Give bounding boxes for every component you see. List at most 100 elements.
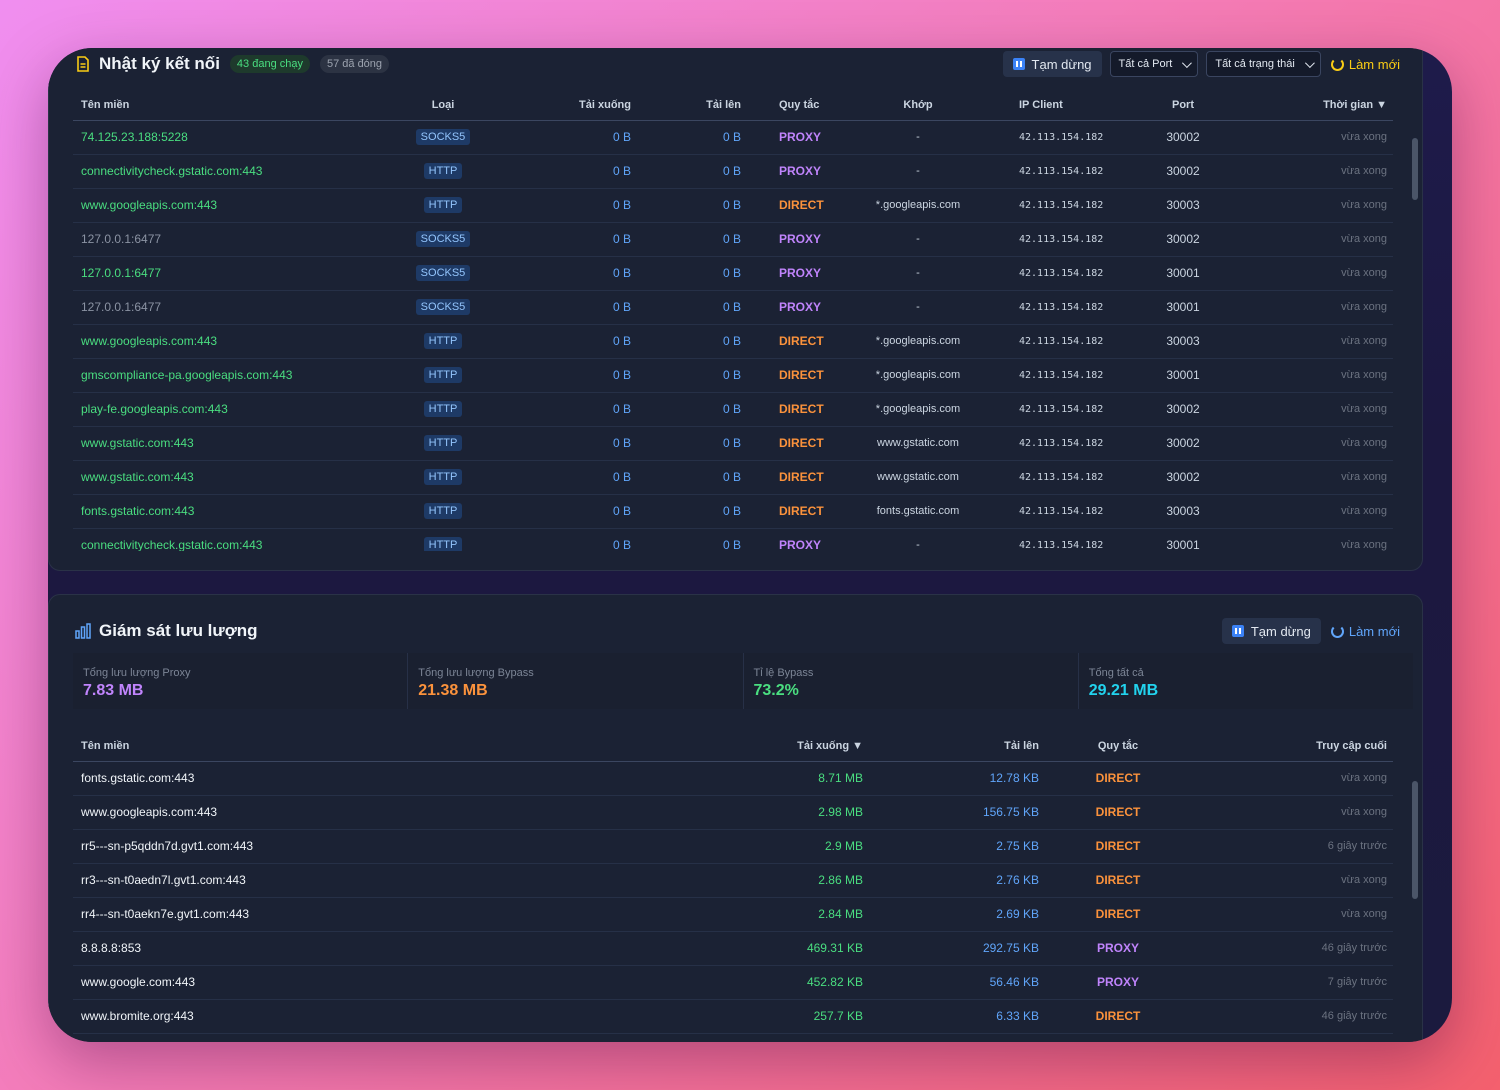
port-cell: 30001 xyxy=(1123,358,1243,393)
client-ip-cell: 42.113.154.182 xyxy=(973,494,1123,529)
type-cell: HTTP xyxy=(403,426,483,461)
download-cell: 0 B xyxy=(483,222,633,257)
domain-cell: www.googleapis.com:443 xyxy=(73,188,403,223)
pause-button[interactable]: Tạm dừng xyxy=(1002,51,1102,77)
download-cell: 2.9 MB xyxy=(673,829,863,864)
col-header-port[interactable]: Port xyxy=(1123,90,1243,121)
scrollbar[interactable] xyxy=(1412,781,1418,899)
col-header-last-access[interactable]: Truy cập cuối xyxy=(1197,731,1393,762)
table-row[interactable]: gmscompliance-pa.googleapis.com:443 HTTP 0… xyxy=(73,358,1393,393)
running-count-badge: 43 đang chạy xyxy=(229,55,310,73)
port-cell: 30002 xyxy=(1123,460,1243,495)
port-cell: 30003 xyxy=(1123,494,1243,529)
table-row[interactable]: connectivitycheck.gstatic.com:443 HTTP 0 B… xyxy=(73,528,1393,551)
rule-cell: PROXY xyxy=(743,528,863,551)
col-header-match[interactable]: Khớp xyxy=(863,90,973,121)
type-cell: HTTP xyxy=(403,154,483,189)
col-header-time[interactable]: Thời gian ▼ xyxy=(1243,90,1393,121)
download-cell: 0 B xyxy=(483,460,633,495)
client-ip-cell: 42.113.154.182 xyxy=(973,154,1123,189)
upload-cell: 6.33 KB xyxy=(863,999,1039,1034)
domain-cell: 8.8.8.8:853 xyxy=(73,931,673,966)
col-header-client-ip[interactable]: IP Client xyxy=(973,90,1123,121)
upload-cell: 2.75 KB xyxy=(863,829,1039,864)
upload-cell: 156.75 KB xyxy=(863,795,1039,830)
table-row[interactable]: www.googleapis.com:443 2.98 MB 156.75 KB DI… xyxy=(73,795,1393,830)
type-cell: HTTP xyxy=(403,392,483,427)
download-cell: 2.98 MB xyxy=(673,795,863,830)
type-tag: SOCKS5 xyxy=(415,299,471,315)
traffic-stats: Tổng lưu lượng Proxy 7.83 MB Tổng lưu lư… xyxy=(73,653,1413,709)
domain-cell: gmscompliance-pa.googleapis.com:443 xyxy=(73,358,403,393)
upload-cell: 2.76 KB xyxy=(863,863,1039,898)
domain-cell: www.googleapis.com:443 xyxy=(73,324,403,359)
col-header-domain[interactable]: Tên miền xyxy=(73,731,673,762)
col-header-download[interactable]: Tải xuống ▼ xyxy=(673,731,863,762)
col-header-download[interactable]: Tải xuống xyxy=(483,90,633,121)
match-cell: - xyxy=(863,290,973,325)
rule-cell: DIRECT xyxy=(743,392,863,427)
col-header-upload[interactable]: Tải lên xyxy=(863,731,1039,762)
rule-cell: PROXY xyxy=(743,222,863,257)
download-cell: 0 B xyxy=(483,494,633,529)
table-row[interactable]: www.google.com:443 452.82 KB 56.46 KB PROXY… xyxy=(73,965,1393,1000)
table-row[interactable]: fonts.gstatic.com:443 8.71 MB 12.78 KB DIRE… xyxy=(73,761,1393,796)
traffic-monitor-header: Giám sát lưu lượng Tạm dừng Làm mới xyxy=(49,613,1422,649)
domain-cell: 127.0.0.1:6477 xyxy=(73,222,403,257)
refresh-button[interactable]: Làm mới xyxy=(1329,624,1400,639)
time-cell: vừa xong xyxy=(1243,290,1393,325)
download-cell: 0 B xyxy=(483,120,633,155)
col-header-rule[interactable]: Quy tắc xyxy=(743,90,863,121)
type-tag: HTTP xyxy=(423,469,463,485)
download-cell: 0 B xyxy=(483,528,633,551)
table-row[interactable]: rr4---sn-t0aekn7e.gvt1.com:443 2.84 MB 2.6… xyxy=(73,897,1393,932)
match-cell: - xyxy=(863,120,973,155)
traffic-table-viewport[interactable]: Tên miền Tải xuống ▼ Tải lên Quy tắc Tru… xyxy=(49,731,1409,1042)
download-cell: 257.7 KB xyxy=(673,999,863,1034)
document-icon xyxy=(75,55,91,73)
col-header-rule[interactable]: Quy tắc xyxy=(1039,731,1197,762)
col-header-upload[interactable]: Tải lên xyxy=(633,90,743,121)
refresh-button[interactable]: Làm mới xyxy=(1329,57,1400,72)
time-cell: vừa xong xyxy=(1243,154,1393,189)
table-row[interactable]: 8.8.8.8:853 469.31 KB 292.75 KB PROXY 46 giâ… xyxy=(73,931,1393,966)
port-cell: 30001 xyxy=(1123,290,1243,325)
status-filter-select[interactable]: Tất cả trạng thái xyxy=(1206,51,1321,77)
table-row[interactable]: rr5---sn-p5qddn7d.gvt1.com:443 2.9 MB 2.75… xyxy=(73,829,1393,864)
col-header-domain[interactable]: Tên miền xyxy=(73,90,403,121)
table-header-row: Tên miền Tải xuống ▼ Tải lên Quy tắc Tru… xyxy=(73,731,1393,762)
last-access-cell: 6 giây trước xyxy=(1197,829,1393,864)
connection-table: Tên miền Loại Tải xuống Tải lên Quy tắc … xyxy=(73,90,1393,551)
pause-button[interactable]: Tạm dừng xyxy=(1221,618,1321,644)
table-row[interactable]: connectivitycheck.gstatic.com:443 HTTP 0 B… xyxy=(73,154,1393,189)
last-access-cell: vừa xong xyxy=(1197,863,1393,898)
port-cell: 30002 xyxy=(1123,154,1243,189)
match-cell: *.googleapis.com xyxy=(863,392,973,427)
match-cell: fonts.gstatic.com xyxy=(863,494,973,529)
time-cell: vừa xong xyxy=(1243,460,1393,495)
client-ip-cell: 42.113.154.182 xyxy=(973,290,1123,325)
stat-grand-total: Tổng tất cả 29.21 MB xyxy=(1078,653,1413,709)
type-tag: HTTP xyxy=(423,401,463,417)
table-row[interactable]: rr3---sn-t0aedn7l.gvt1.com:443 2.86 MB 2.7… xyxy=(73,863,1393,898)
table-row[interactable]: www.bromite.org:443 257.7 KB 6.33 KB DIRECT… xyxy=(73,999,1393,1034)
scrollbar[interactable] xyxy=(1412,138,1418,200)
col-header-type[interactable]: Loại xyxy=(403,90,483,121)
upload-cell: 0 B xyxy=(633,324,743,359)
port-cell: 30001 xyxy=(1123,256,1243,291)
type-tag: HTTP xyxy=(423,537,463,551)
port-filter-select[interactable]: Tất cả Port xyxy=(1109,51,1199,77)
time-cell: vừa xong xyxy=(1243,256,1393,291)
connection-table-viewport[interactable]: Tên miền Loại Tải xuống Tải lên Quy tắc … xyxy=(49,90,1409,551)
type-cell: HTTP xyxy=(403,494,483,529)
